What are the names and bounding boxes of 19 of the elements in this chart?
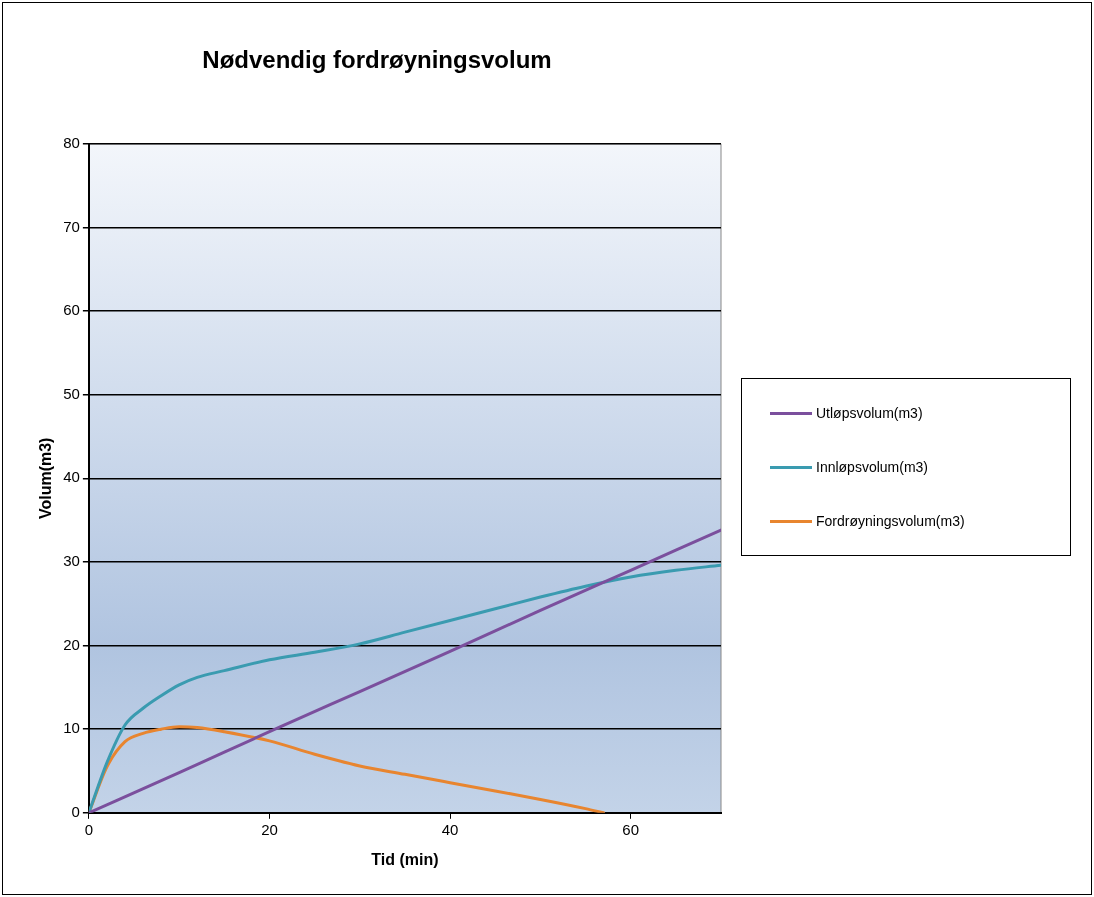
x-tick-label: 20 (261, 820, 278, 838)
x-tick-label: 60 (622, 820, 640, 838)
legend-label: Innløpsvolum(m3) (816, 459, 929, 476)
y-tick-label: 20 (63, 635, 80, 653)
x-axis-title: Tid (min) (371, 850, 439, 868)
y-tick-label: 40 (63, 468, 80, 486)
y-tick-label: 10 (63, 719, 80, 737)
y-tick-label: 70 (63, 217, 80, 235)
y-tick-label: 80 (63, 133, 80, 151)
legend-label: Fordrøyningsvolum(m3) (816, 513, 965, 530)
y-tick-label: 60 (63, 301, 80, 319)
y-tick-label: 30 (63, 552, 80, 570)
x-tick-label: 0 (84, 820, 94, 838)
y-tick-label: 50 (63, 384, 80, 402)
chart-title: Nødvendig fordrøyningsvolum (202, 46, 552, 74)
y-axis-title: Volum(m3) (37, 437, 55, 520)
legend-label: Utløpsvolum(m3) (816, 405, 923, 422)
x-tick-label: 40 (441, 820, 459, 838)
y-tick-label: 0 (71, 802, 80, 820)
